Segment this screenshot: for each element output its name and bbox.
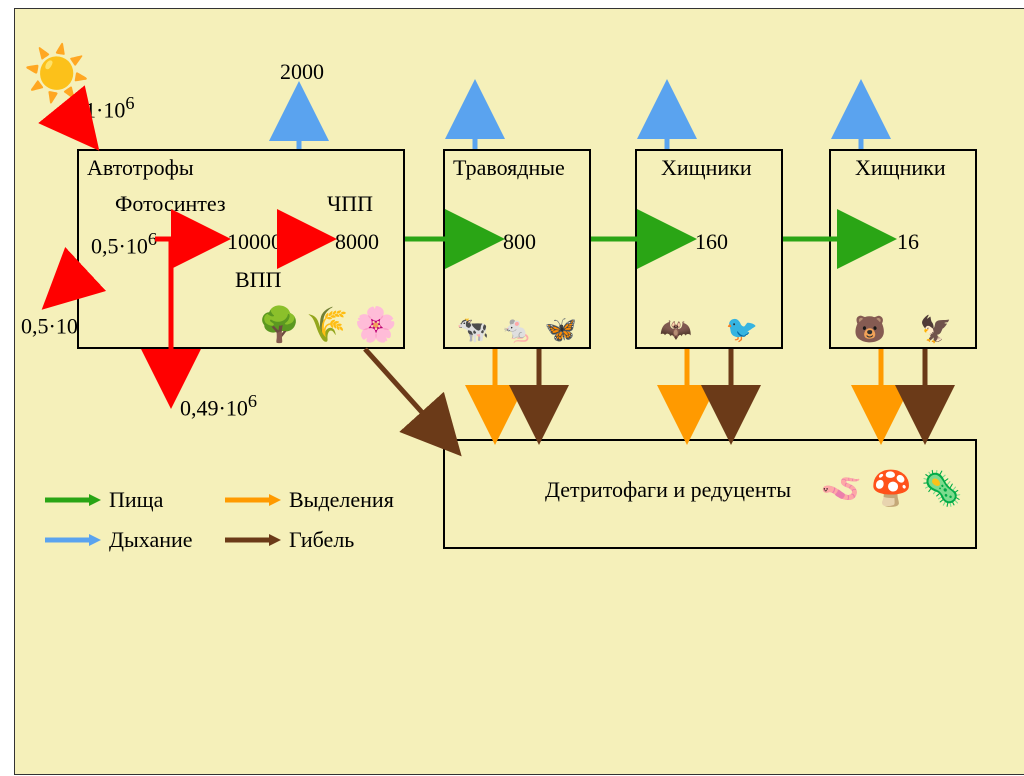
label-1e6-sup: 6 (125, 93, 134, 113)
legend-breath-arrow-icon (45, 533, 101, 547)
legend-excretion: Выделения (225, 487, 394, 513)
flower-icon: 🌸 (355, 309, 397, 343)
box-detritus: Детритофаги и редуценты 🪱 🍄 🦠 (443, 439, 977, 549)
autotrophs-05e6: 0,5·106 (91, 229, 157, 259)
cow-icon: 🐄 (457, 317, 489, 343)
legend-excretion-text: Выделения (289, 487, 394, 513)
eagle-icon: 🦅 (920, 317, 952, 343)
tree-icon: 🌳 (258, 309, 300, 343)
label-049e6-text: 0,49·10 (180, 395, 248, 420)
label-1e6: 1·106 (85, 93, 135, 123)
autotrophs-vpp: ВПП (235, 267, 281, 293)
herb-illustrations: 🐄 🐁 🦋 (451, 317, 583, 343)
arrows-layer (15, 9, 1024, 776)
bear-icon: 🐻 (854, 317, 886, 343)
herb-value: 800 (503, 229, 536, 255)
legend-breath-text: Дыхание (109, 527, 193, 553)
detritus-illustrations: 🪱 🍄 🦠 (820, 469, 963, 509)
legend-breath: Дыхание (45, 527, 193, 553)
detritus-title: Детритофаги и редуценты (545, 477, 791, 503)
autotrophs-8000: 8000 (335, 229, 379, 255)
legend-death: Гибель (225, 527, 354, 553)
pred1-value: 160 (695, 229, 728, 255)
herb-title: Травоядные (453, 155, 565, 181)
legend-food: Пища (45, 487, 163, 513)
legend-food-text: Пища (109, 487, 163, 513)
pred2-title: Хищники (855, 155, 946, 181)
autotrophs-illustrations: 🌳 🌾 🌸 (85, 309, 397, 343)
label-05e6-loss-text: 0,5·10 (21, 313, 78, 338)
worm-icon: 🪱 (820, 469, 862, 509)
pred2-illustrations: 🐻 🦅 (837, 317, 969, 343)
label-1e6-text: 1·10 (85, 97, 125, 122)
autotrophs-title: Автотрофы (87, 155, 194, 181)
diagram-canvas: ☀️ 1·106 0,5·106 0,49·106 2000 Автотрофы… (14, 8, 1024, 775)
autotrophs-photosyn: Фотосинтез (115, 191, 226, 217)
butterfly-icon: 🦋 (545, 317, 577, 343)
box-predators-2: Хищники 16 🐻 🦅 (829, 149, 977, 349)
pred1-title: Хищники (661, 155, 752, 181)
sun-icon: ☀️ (23, 47, 90, 101)
bat-icon: 🦇 (660, 317, 692, 343)
autotrophs-05e6-sup: 6 (148, 229, 157, 249)
autotrophs-05e6-text: 0,5·10 (91, 233, 148, 258)
autotrophs-chpp: ЧПП (327, 191, 373, 217)
autotrophs-10000: 10000 (227, 229, 282, 255)
label-049e6: 0,49·106 (180, 391, 257, 421)
label-049e6-sup: 6 (248, 391, 257, 411)
microbe-icon: 🦠 (921, 469, 963, 509)
box-autotrophs: Автотрофы Фотосинтез ЧПП 0,5·106 10000 8… (77, 149, 405, 349)
label-2000: 2000 (280, 59, 324, 85)
legend-death-arrow-icon (225, 533, 281, 547)
box-herbivores: Травоядные 800 🐄 🐁 🦋 (443, 149, 591, 349)
mouse-icon: 🐁 (501, 317, 533, 343)
legend-death-text: Гибель (289, 527, 354, 553)
pred1-illustrations: 🦇 🐦 (643, 317, 775, 343)
legend-excretion-arrow-icon (225, 493, 281, 507)
swallow-icon: 🐦 (726, 317, 758, 343)
legend-food-arrow-icon (45, 493, 101, 507)
grass-icon: 🌾 (306, 309, 348, 343)
box-predators-1: Хищники 160 🦇 🐦 (635, 149, 783, 349)
mushroom-icon: 🍄 (870, 469, 912, 509)
pred2-value: 16 (897, 229, 919, 255)
